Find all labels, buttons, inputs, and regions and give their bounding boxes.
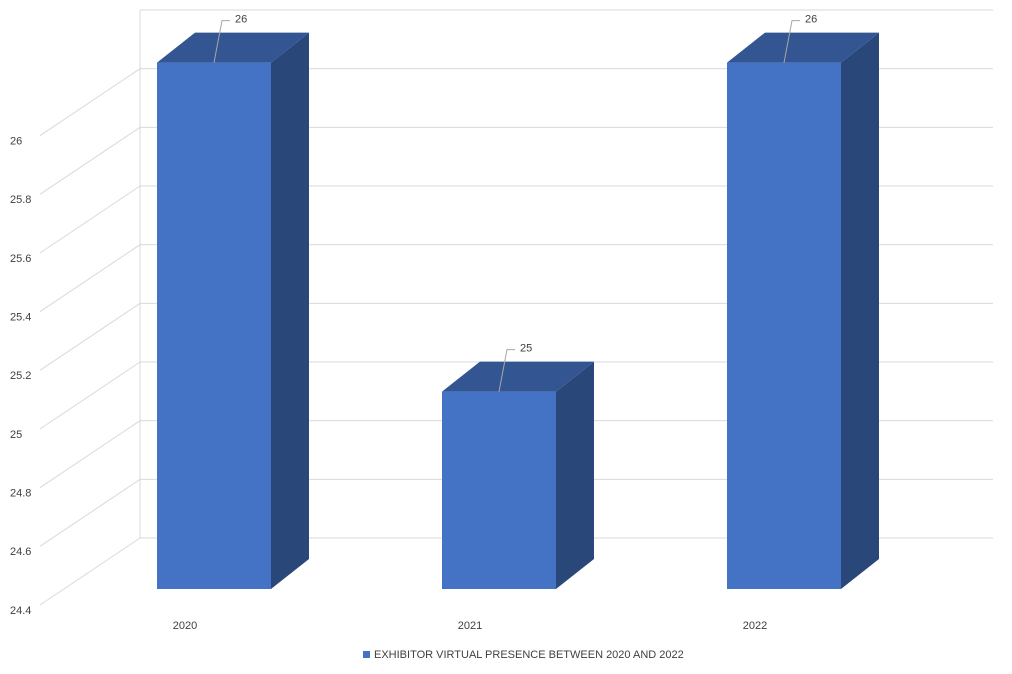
- grid-diagonal: [39, 302, 141, 371]
- bar-side: [841, 32, 879, 590]
- legend-label: EXHIBITOR VIRTUAL PRESENCE BETWEEN 2020 …: [374, 649, 684, 661]
- grid-diagonal: [39, 420, 141, 489]
- x-tick-label: 2022: [743, 620, 767, 632]
- data-label: 26: [805, 14, 817, 26]
- bar-top: [727, 32, 879, 63]
- grid-diagonal: [39, 244, 141, 313]
- y-tick-label: 25.8: [10, 194, 31, 206]
- bar: [442, 391, 556, 589]
- bar-top: [157, 32, 309, 63]
- grid-diagonal: [39, 185, 141, 254]
- y-tick-label: 25.4: [10, 312, 31, 324]
- data-label: 25: [520, 343, 532, 355]
- x-tick-label: 2021: [458, 620, 482, 632]
- grid-diagonal: [39, 478, 141, 547]
- grid-diagonal: [39, 537, 141, 606]
- bar: [157, 62, 271, 590]
- grid-diagonal: [39, 361, 141, 430]
- bar-side: [556, 361, 594, 589]
- data-label: 26: [235, 14, 247, 26]
- x-tick-label: 2020: [173, 620, 197, 632]
- bar-side: [271, 32, 309, 590]
- grid-diagonal: [39, 68, 141, 137]
- bar: [727, 62, 841, 590]
- label-leader: [783, 20, 800, 63]
- y-tick-label: 25: [10, 429, 22, 441]
- grid-diagonal: [39, 126, 141, 195]
- y-tick-label: 24.6: [10, 546, 31, 558]
- y-tick-label: 24.8: [10, 488, 31, 500]
- label-leader: [498, 349, 515, 392]
- y-tick-label: 26: [10, 136, 22, 148]
- label-leader: [213, 20, 230, 63]
- y-tick-label: 25.6: [10, 253, 31, 265]
- bar-top: [442, 361, 594, 392]
- y-tick-label: 24.4: [10, 605, 31, 617]
- y-tick-label: 25.2: [10, 370, 31, 382]
- legend-swatch: [363, 651, 370, 658]
